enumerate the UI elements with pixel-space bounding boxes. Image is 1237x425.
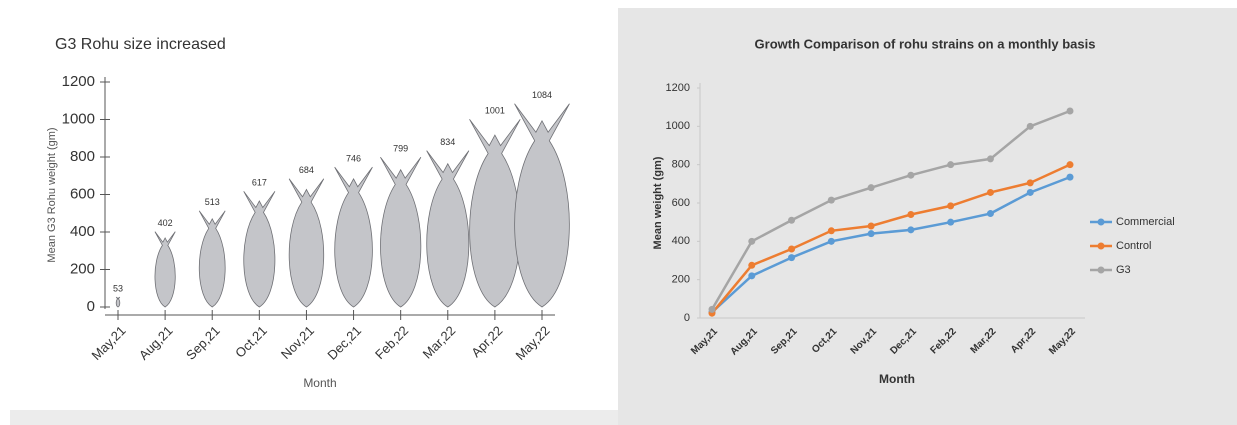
point — [748, 261, 756, 269]
value-label: 1084 — [532, 90, 552, 100]
right-panel — [618, 8, 1237, 425]
point — [867, 184, 875, 192]
value-label: 53 — [113, 283, 123, 293]
legend-label: Control — [1116, 240, 1151, 252]
value-label: 799 — [393, 144, 408, 154]
point — [1066, 161, 1074, 169]
y-tick-label: 0 — [684, 312, 690, 324]
point — [947, 202, 955, 210]
fish — [288, 178, 325, 308]
y-tick-label: 200 — [70, 260, 95, 277]
chart-title: G3 Rohu size increased — [55, 36, 226, 53]
y-tick-label: 600 — [70, 185, 95, 202]
value-label: 513 — [205, 197, 220, 207]
point — [827, 237, 835, 245]
point — [788, 216, 796, 224]
legend-marker — [1097, 242, 1105, 250]
point — [1026, 179, 1034, 187]
point — [788, 254, 796, 262]
point — [986, 188, 994, 196]
point — [867, 222, 875, 230]
x-axis-label: Month — [879, 372, 915, 386]
fish — [426, 150, 470, 308]
value-label: 834 — [440, 137, 455, 147]
point — [748, 237, 756, 245]
legend-label: Commercial — [1116, 216, 1175, 228]
point — [907, 171, 915, 179]
legend-label: G3 — [1116, 264, 1131, 276]
y-tick-label: 400 — [70, 223, 95, 240]
value-label: 617 — [252, 178, 267, 188]
y-tick-label: 1200 — [62, 73, 95, 90]
y-axis-label: Mean G3 Rohu weight (gm) — [46, 127, 58, 262]
value-label: 684 — [299, 165, 314, 175]
point — [1066, 107, 1074, 115]
y-tick-label: 0 — [87, 298, 95, 315]
series-line — [710, 109, 1071, 311]
chart-title: Growth Comparison of rohu strains on a m… — [755, 36, 1096, 51]
left-strip — [10, 410, 618, 425]
fish — [469, 119, 521, 308]
series-line — [711, 175, 1071, 314]
point — [907, 211, 915, 218]
point — [986, 155, 994, 163]
point — [867, 230, 875, 238]
y-tick-label: 1200 — [666, 82, 690, 94]
value-label: 746 — [346, 154, 361, 164]
x-axis-label: Month — [303, 376, 336, 390]
point — [986, 210, 994, 218]
point — [827, 227, 835, 235]
fish — [154, 231, 176, 308]
point — [1026, 122, 1034, 130]
point — [748, 272, 756, 280]
point — [947, 161, 955, 169]
value-label: 1001 — [485, 106, 505, 116]
y-axis-label: Mean weight (gm) — [652, 156, 664, 249]
fish — [334, 166, 373, 308]
y-tick-label: 1000 — [62, 110, 95, 127]
y-tick-label: 200 — [672, 274, 690, 286]
y-tick-label: 800 — [672, 159, 690, 171]
fish — [198, 210, 226, 308]
point — [907, 226, 915, 234]
point — [1066, 173, 1074, 181]
point — [708, 305, 716, 313]
point — [788, 245, 796, 253]
value-label: 402 — [158, 218, 173, 228]
fish — [380, 156, 422, 308]
point — [827, 196, 835, 204]
y-tick-label: 800 — [70, 148, 95, 165]
legend-marker — [1097, 218, 1105, 226]
fish — [243, 191, 276, 308]
y-tick-label: 600 — [672, 197, 690, 209]
y-tick-label: 1000 — [666, 120, 690, 132]
point — [947, 218, 955, 226]
y-tick-label: 400 — [672, 235, 690, 247]
point — [1026, 188, 1034, 196]
legend-marker — [1097, 266, 1105, 274]
series-line — [711, 163, 1071, 315]
fish — [514, 103, 570, 308]
fish — [115, 296, 121, 308]
